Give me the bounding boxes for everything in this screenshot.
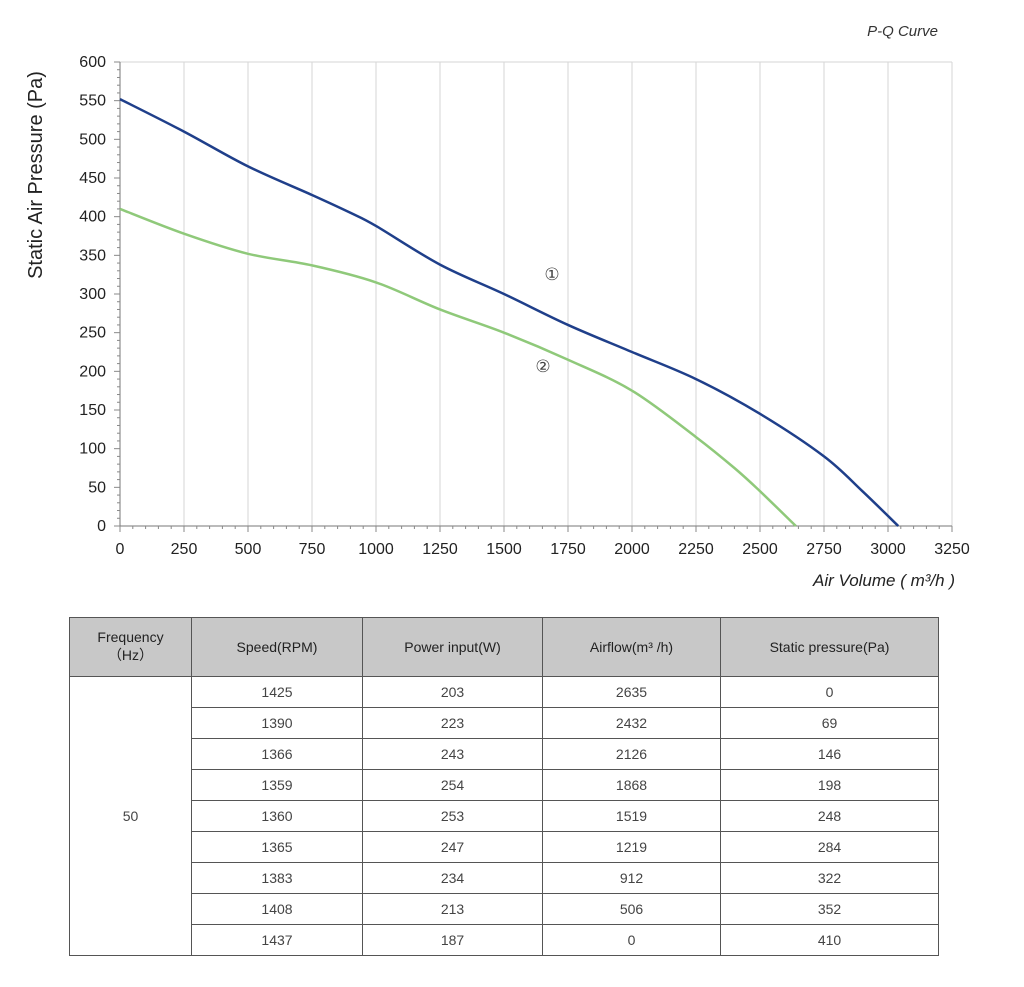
pressure-cell: 0	[720, 676, 939, 708]
x-tick-label: 0	[116, 541, 125, 558]
speed-cell: 1408	[191, 893, 363, 925]
header-power: Power input(W)	[362, 617, 543, 677]
airflow-cell: 0	[542, 924, 721, 956]
x-tick-labels: 0 250 500 750 1000 1250 1500 1750 2000 2250 2500 27…	[116, 541, 970, 558]
header-frequency-unit: （Hz）	[107, 647, 154, 663]
power-cell: 223	[362, 707, 543, 739]
header-airflow: Airflow(m³ /h)	[542, 617, 721, 677]
frequency-cell: 50	[69, 676, 192, 956]
y-tick-label: 50	[88, 479, 106, 496]
y-tick-label: 500	[79, 131, 106, 148]
speed-cell: 1425	[191, 676, 363, 708]
pressure-cell: 322	[720, 862, 939, 894]
table-row: 50 1425 203 2635 0	[69, 676, 939, 956]
airflow-cell: 2126	[542, 738, 721, 770]
y-tick-label: 0	[97, 518, 106, 535]
performance-table: Frequency （Hz） Speed(RPM) Power input(W)…	[69, 617, 939, 956]
pq-chart: P-Q Curve 0 250 500 750 1000 1250 1500 1750 2000…	[25, 23, 970, 590]
y-axis-title: Static Air Pressure (Pa)	[25, 71, 47, 279]
header-frequency-label: Frequency	[97, 629, 164, 645]
x-axis-title: Air Volume ( m³/h )	[812, 571, 955, 590]
speed-cell: 1390	[191, 707, 363, 739]
speed-cell: 1359	[191, 769, 363, 801]
x-tick-label: 1500	[486, 541, 522, 558]
table-row: 1408 213 506 352	[70, 893, 939, 925]
power-cell: 254	[362, 769, 543, 801]
table-row: 1360 253 1519 248	[70, 800, 939, 832]
y-tick-label: 350	[79, 247, 106, 264]
x-tick-label: 2000	[614, 541, 650, 558]
y-tick-label: 250	[79, 325, 106, 342]
airflow-cell: 1219	[542, 831, 721, 863]
axes	[114, 61, 953, 532]
header-speed: Speed(RPM)	[191, 617, 363, 677]
pressure-cell: 198	[720, 769, 939, 801]
speed-cell: 1366	[191, 738, 363, 770]
power-cell: 234	[362, 862, 543, 894]
airflow-cell: 912	[542, 862, 721, 894]
airflow-cell: 506	[542, 893, 721, 925]
y-tick-label: 100	[79, 441, 106, 458]
power-cell: 203	[362, 676, 543, 708]
series-label-1: ①	[544, 265, 559, 284]
power-cell: 187	[362, 924, 543, 956]
y-tick-label: 150	[79, 402, 106, 419]
table-row: 1359 254 1868 198	[70, 769, 939, 801]
y-tick-label: 400	[79, 209, 106, 226]
speed-cell: 1360	[191, 800, 363, 832]
table-row: 1390 223 2432 69	[70, 707, 939, 739]
pressure-cell: 410	[720, 924, 939, 956]
power-cell: 253	[362, 800, 543, 832]
y-tick-label: 450	[79, 170, 106, 187]
x-tick-label: 1750	[550, 541, 586, 558]
x-tick-label: 750	[299, 541, 326, 558]
y-tick-label: 200	[79, 363, 106, 380]
table-row: 1366 243 2126 146	[70, 738, 939, 770]
header-pressure: Static pressure(Pa)	[720, 617, 939, 677]
x-tick-label: 1250	[422, 541, 458, 558]
table-row: 1365 247 1219 284	[70, 831, 939, 863]
airflow-cell: 1868	[542, 769, 721, 801]
x-tick-label: 2500	[742, 541, 778, 558]
x-tick-label: 3000	[870, 541, 906, 558]
x-tick-label: 1000	[358, 541, 394, 558]
power-cell: 243	[362, 738, 543, 770]
pressure-cell: 69	[720, 707, 939, 739]
x-tick-label: 250	[171, 541, 198, 558]
pressure-cell: 248	[720, 800, 939, 832]
x-tick-label: 500	[235, 541, 262, 558]
table-header-row: Frequency （Hz） Speed(RPM) Power input(W)…	[69, 617, 939, 677]
pressure-cell: 146	[720, 738, 939, 770]
chart-title: P-Q Curve	[867, 23, 938, 40]
y-tick-label: 600	[79, 54, 106, 71]
table-row: 1437 187 0 410	[70, 924, 939, 956]
speed-cell: 1365	[191, 831, 363, 863]
power-cell: 213	[362, 893, 543, 925]
y-tick-labels: 0 50 100 150 200 250 300 350 400 450 500 550 600	[79, 54, 106, 535]
y-tick-label: 550	[79, 93, 106, 110]
y-tick-label: 300	[79, 286, 106, 303]
grid	[120, 61, 953, 526]
airflow-cell: 2432	[542, 707, 721, 739]
speed-cell: 1383	[191, 862, 363, 894]
power-cell: 247	[362, 831, 543, 863]
series-line-1	[119, 98, 900, 527]
airflow-cell: 1519	[542, 800, 721, 832]
series-lines	[119, 98, 900, 527]
speed-cell: 1437	[191, 924, 363, 956]
series-label-2: ②	[535, 357, 550, 376]
airflow-cell: 2635	[542, 676, 721, 708]
header-frequency: Frequency （Hz）	[69, 617, 192, 677]
series-line-2	[119, 207, 797, 527]
table-row: 1383 234 912 322	[70, 862, 939, 894]
x-tick-label: 2750	[806, 541, 842, 558]
pressure-cell: 352	[720, 893, 939, 925]
x-tick-label: 2250	[678, 541, 714, 558]
pressure-cell: 284	[720, 831, 939, 863]
x-tick-label: 3250	[934, 541, 970, 558]
table-body: 50 1425 203 2635 0 1390 223 2432 69 1366 243 2126 14…	[69, 676, 939, 956]
